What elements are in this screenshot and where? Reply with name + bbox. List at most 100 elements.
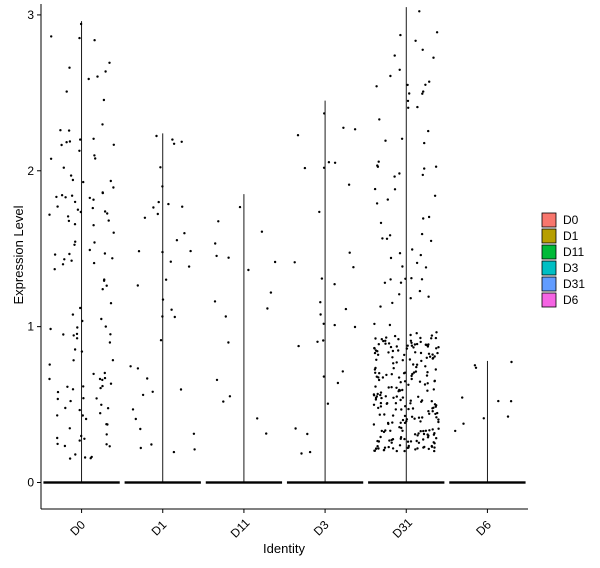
point-D1 [161,298,165,301]
point-D31 [401,396,405,399]
point-D0 [82,385,85,388]
point-D31 [419,253,422,257]
point-D3 [342,126,345,129]
point-D31 [427,352,431,355]
point-D0 [105,284,108,287]
point-D31 [433,449,436,453]
point-D31 [406,83,409,87]
point-D31 [433,432,436,435]
point-D0 [59,129,62,132]
point-D3 [348,251,351,254]
point-D3 [319,313,322,316]
point-D31 [403,414,407,418]
point-D1 [183,232,186,235]
point-D0 [93,39,96,42]
point-D31 [389,429,392,432]
point-D0 [82,397,85,400]
point-D31 [415,342,419,346]
point-D31 [399,281,403,284]
point-D6 [454,429,457,433]
point-D0 [105,443,108,446]
point-D0 [83,456,87,459]
point-D31 [398,252,402,255]
point-D0 [78,408,81,412]
point-D31 [377,447,380,450]
point-D0 [98,377,102,381]
point-D31 [423,167,426,170]
point-D31 [406,99,410,103]
point-D31 [418,289,422,293]
jitter-points [48,10,513,460]
point-D31 [401,418,405,422]
point-D31 [405,347,409,350]
point-D31 [376,164,379,167]
point-D11 [224,315,227,318]
point-D6 [473,364,477,367]
point-D1 [134,417,137,421]
point-D3 [306,432,309,436]
point-D0 [53,253,57,256]
point-D31 [413,433,417,436]
point-D31 [391,414,395,417]
point-D31 [376,445,379,448]
point-D31 [427,447,430,451]
point-D31 [373,322,376,326]
point-D31 [395,386,398,389]
point-D1 [159,339,163,342]
point-D0 [61,263,65,266]
point-D0 [111,359,115,362]
point-D31 [418,380,422,383]
x-tick-label-D11: D11 [228,516,253,541]
x-tick-label-D1: D1 [149,518,170,539]
point-D0 [87,77,90,81]
point-D3 [322,375,326,378]
point-D0 [60,143,63,147]
point-D31 [398,68,401,72]
point-D0 [63,444,67,448]
point-D31 [419,420,422,423]
point-D31 [407,106,410,110]
point-D0 [79,138,82,141]
point-D31 [434,336,438,340]
violin-base-D6 [449,481,526,484]
point-D31 [400,137,404,140]
point-D0 [56,390,60,394]
point-D31 [406,440,410,443]
point-D0 [100,403,103,406]
point-D31 [393,54,396,57]
point-D31 [419,351,423,355]
point-D31 [412,363,415,366]
point-D31 [393,334,397,338]
point-D0 [78,36,81,40]
point-D31 [383,413,386,416]
point-D31 [424,429,428,432]
point-D0 [108,445,111,448]
point-D31 [375,85,378,88]
point-D31 [380,338,383,341]
point-D0 [92,198,95,201]
legend-label-D3: D3 [563,261,579,275]
point-D31 [410,277,413,280]
point-D0 [92,224,95,227]
point-D0 [95,397,98,400]
point-D31 [419,430,422,433]
point-D31 [377,406,380,410]
point-D31 [426,389,429,392]
point-D11 [273,260,277,264]
point-D0 [79,22,83,26]
point-D0 [79,210,83,214]
point-D31 [398,172,401,175]
point-D31 [374,447,378,450]
legend-label-D31: D31 [563,277,585,291]
point-D3 [333,283,336,286]
point-D31 [375,358,378,361]
point-D3 [347,183,351,186]
point-D31 [409,339,413,342]
point-D31 [398,426,401,429]
point-D31 [437,418,440,421]
point-D31 [399,33,402,37]
point-D0 [105,433,108,436]
point-D31 [416,105,419,109]
point-D1 [146,377,149,380]
point-D31 [391,349,395,353]
